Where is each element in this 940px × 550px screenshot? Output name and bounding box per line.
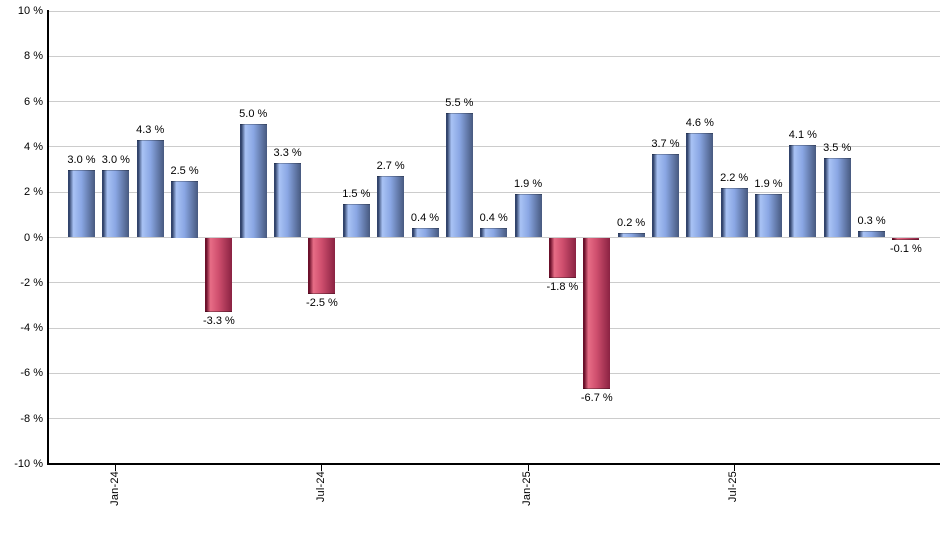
bar-value-label: 2.2 % [720, 171, 749, 184]
bar-value-label: 1.9 % [513, 178, 543, 191]
bar-value-label: 4.3 % [136, 124, 165, 137]
bar-value-label: 3.0 % [67, 153, 96, 166]
bar-value-label: 1.5 % [342, 187, 371, 200]
gridline [48, 101, 940, 103]
bar [411, 228, 439, 238]
bar [686, 133, 714, 238]
gridline [48, 327, 940, 329]
x-axis-tick-label: Jul-24 [314, 471, 327, 503]
y-axis-tick-label: -4 % [20, 322, 43, 335]
bar-value-label: 0.3 % [857, 214, 886, 227]
x-axis-tick [733, 464, 735, 471]
bar-value-label: -0.1 % [889, 242, 922, 255]
gridline [48, 10, 940, 12]
bar-value-label: -6.7 % [580, 392, 613, 405]
bar [583, 237, 611, 390]
bar-value-label: -2.5 % [306, 297, 338, 310]
bar [789, 144, 817, 238]
y-axis-tick-label: 10 % [17, 5, 43, 17]
x-axis-tick-label: Jan-24 [108, 471, 121, 506]
bar-value-label: 2.7 % [376, 160, 405, 173]
bar-value-label: 4.1 % [788, 128, 817, 141]
y-axis-line [47, 10, 49, 465]
bar [136, 140, 164, 238]
y-axis-tick-label: 2 % [24, 186, 43, 199]
x-axis-tick [527, 464, 529, 471]
bar-value-label: 5.0 % [239, 108, 268, 121]
bar-value-label: 0.4 % [479, 212, 508, 225]
bar [651, 153, 679, 238]
bar [755, 194, 782, 238]
bar [720, 187, 748, 238]
y-axis-tick-label: -2 % [20, 276, 43, 289]
gridline [48, 418, 940, 420]
bar-value-label: 5.5 % [445, 96, 474, 109]
bar-value-label: -3.3 % [202, 315, 235, 328]
bar-value-label: 2.5 % [170, 164, 199, 177]
gridline [48, 146, 940, 148]
bar [308, 237, 336, 295]
y-axis-tick-label: -8 % [20, 412, 43, 425]
bar-value-label: 0.2 % [617, 216, 646, 229]
gridline [48, 55, 940, 57]
gridline [48, 191, 940, 193]
y-axis-tick-label: -6 % [20, 367, 43, 380]
bar [823, 158, 851, 238]
bar-value-label: 4.6 % [685, 117, 714, 130]
bar [617, 232, 645, 238]
bar [274, 162, 302, 238]
bar [858, 230, 886, 238]
bar [892, 237, 920, 240]
bar-value-label: -1.8 % [546, 281, 579, 294]
bar-value-label: 3.0 % [101, 153, 130, 166]
gridline [48, 237, 940, 238]
plot-area: 3.0 % 3.0 % 4.3 % 2.5 % -3.3 % 5.0 % 3.3 % -2.5… [48, 10, 940, 464]
bar-value-label: 0.4 % [410, 212, 440, 225]
bar-value-label: 1.9 % [754, 178, 783, 191]
y-axis-tick-label: 6 % [24, 95, 43, 108]
bar [68, 169, 95, 238]
x-axis-tick [321, 464, 323, 471]
bar [239, 124, 267, 238]
y-axis-tick-label: 4 % [24, 140, 43, 153]
bar-value-label: 3.7 % [651, 137, 680, 150]
gridline [48, 282, 940, 284]
bar [102, 169, 130, 238]
y-axis-tick-label: -10 % [14, 458, 43, 470]
gridline [48, 372, 940, 374]
bar [171, 180, 199, 238]
y-axis-tick-label: 8 % [24, 50, 43, 63]
x-axis-tick-label: Jul-25 [727, 471, 740, 503]
bar-value-label: 3.3 % [273, 146, 302, 159]
x-axis-tick-label: Jan-25 [521, 471, 534, 506]
bar [377, 176, 405, 238]
bar [548, 237, 576, 279]
bar [445, 112, 473, 238]
y-axis-tick-label: 0 % [24, 231, 43, 244]
bar [205, 237, 233, 313]
bar [480, 228, 508, 238]
x-axis-line [48, 463, 940, 465]
bar-value-label: 3.5 % [823, 142, 852, 155]
bar [342, 203, 370, 238]
x-axis-tick [115, 464, 117, 471]
bar [514, 194, 542, 238]
